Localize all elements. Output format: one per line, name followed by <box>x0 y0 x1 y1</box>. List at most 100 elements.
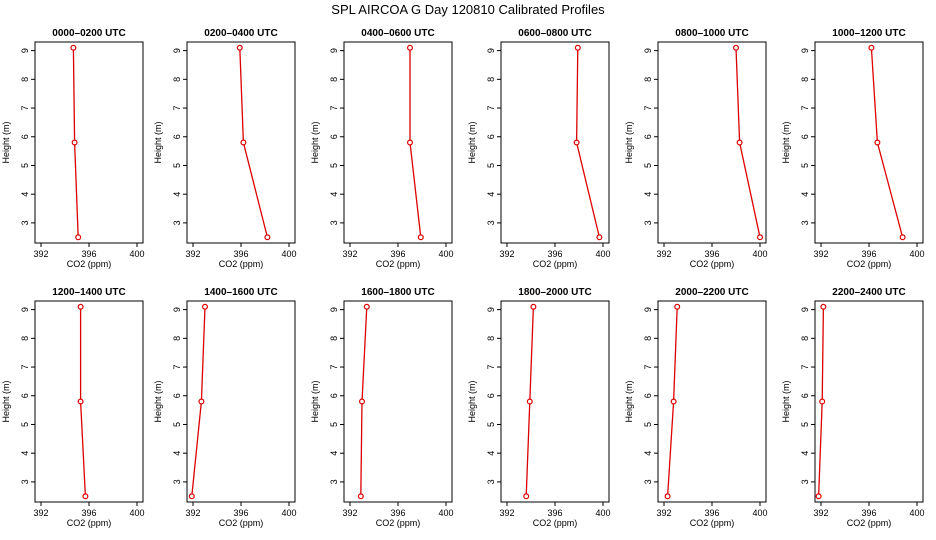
y-tick-label: 8 <box>800 336 810 341</box>
panel-title: 0200–0400 UTC <box>204 28 277 39</box>
x-tick-label: 392 <box>656 249 671 259</box>
x-tick-label: 396 <box>547 249 562 259</box>
data-point <box>573 139 580 146</box>
y-tick-label: 8 <box>643 336 653 341</box>
y-tick-label: 9 <box>172 307 182 312</box>
x-tick-label: 396 <box>704 508 719 518</box>
y-tick-label: 6 <box>329 134 339 139</box>
panel-title: 1800–2000 UTC <box>518 287 591 298</box>
data-point <box>77 398 84 405</box>
data-point <box>732 44 739 51</box>
y-tick-label: 4 <box>20 451 30 456</box>
x-tick-label: 396 <box>233 508 248 518</box>
y-axis-label: Height (m) <box>310 380 320 422</box>
y-tick-label: 5 <box>172 163 182 168</box>
figure-title: SPL AIRCOA G Day 120810 Calibrated Profi… <box>331 2 605 17</box>
data-point <box>71 139 78 146</box>
y-tick-label: 6 <box>20 393 30 398</box>
y-tick-label: 4 <box>329 451 339 456</box>
y-tick-label: 4 <box>486 192 496 197</box>
y-tick-label: 4 <box>486 451 496 456</box>
y-tick-label: 5 <box>20 422 30 427</box>
x-axis-label: CO2 (ppm) <box>690 259 735 269</box>
y-tick-label: 7 <box>329 365 339 370</box>
data-point <box>526 398 533 405</box>
data-point <box>77 303 84 310</box>
x-tick-label: 392 <box>813 508 828 518</box>
profile-panel: 1000–1200 UTC 392 396 400 3 4 5 6 7 8 9 CO2 (ppm) He… <box>781 28 925 269</box>
y-tick-label: 9 <box>486 307 496 312</box>
y-tick-label: 4 <box>20 192 30 197</box>
y-tick-label: 5 <box>172 422 182 427</box>
y-tick-label: 4 <box>643 192 653 197</box>
y-tick-label: 6 <box>172 134 182 139</box>
x-tick-label: 392 <box>185 249 200 259</box>
x-tick-label: 396 <box>704 249 719 259</box>
y-tick-label: 5 <box>800 163 810 168</box>
plot-frame <box>34 41 144 244</box>
y-tick-label: 8 <box>20 77 30 82</box>
x-axis-label: CO2 (ppm) <box>690 518 735 528</box>
y-tick-label: 8 <box>329 77 339 82</box>
y-tick-label: 5 <box>329 422 339 427</box>
y-tick-label: 6 <box>486 393 496 398</box>
x-tick-label: 392 <box>33 249 48 259</box>
profile-line <box>575 47 601 238</box>
profile-panel: 0000–0200 UTC 392 396 400 3 4 5 6 7 8 9 CO2 (ppm) He… <box>1 28 145 269</box>
x-tick-label: 400 <box>909 249 924 259</box>
x-tick-label: 392 <box>813 249 828 259</box>
data-point <box>363 303 370 310</box>
y-tick-label: 4 <box>643 451 653 456</box>
y-axis-label: Height (m) <box>467 121 477 163</box>
y-tick-label: 7 <box>486 106 496 111</box>
data-point <box>188 493 195 500</box>
profile-panel: 0800–1000 UTC 392 396 400 3 4 5 6 7 8 9 CO2 (ppm) He… <box>624 28 768 269</box>
x-tick-label: 396 <box>861 249 876 259</box>
plot-frame <box>814 300 924 503</box>
y-tick-label: 7 <box>800 365 810 370</box>
x-tick-label: 400 <box>909 508 924 518</box>
x-axis-label: CO2 (ppm) <box>847 259 892 269</box>
y-tick-label: 5 <box>800 422 810 427</box>
x-tick-label: 396 <box>233 249 248 259</box>
x-axis-label: CO2 (ppm) <box>376 518 421 528</box>
data-point <box>82 493 89 500</box>
y-tick-label: 8 <box>172 77 182 82</box>
y-tick-label: 9 <box>20 307 30 312</box>
data-point <box>574 44 581 51</box>
profile-panel: 1800–2000 UTC 392 396 400 3 4 5 6 7 8 9 CO2 (ppm) He… <box>467 287 611 528</box>
y-tick-label: 7 <box>486 365 496 370</box>
data-point <box>417 234 424 241</box>
y-tick-label: 3 <box>486 220 496 225</box>
x-axis-label: CO2 (ppm) <box>67 259 112 269</box>
y-tick-label: 3 <box>643 220 653 225</box>
x-tick-label: 400 <box>438 249 453 259</box>
y-tick-label: 9 <box>329 307 339 312</box>
y-tick-label: 5 <box>20 163 30 168</box>
x-tick-label: 400 <box>752 249 767 259</box>
plot-frame <box>814 41 924 244</box>
data-point <box>198 398 205 405</box>
profile-panel: 0600–0800 UTC 392 396 400 3 4 5 6 7 8 9 CO2 (ppm) He… <box>467 28 611 269</box>
y-tick-label: 3 <box>800 479 810 484</box>
x-tick-label: 400 <box>438 508 453 518</box>
data-point <box>670 398 677 405</box>
y-axis-label: Height (m) <box>153 380 163 422</box>
y-tick-label: 8 <box>172 336 182 341</box>
x-tick-label: 400 <box>281 249 296 259</box>
y-tick-label: 4 <box>172 451 182 456</box>
data-point <box>359 398 366 405</box>
y-tick-label: 8 <box>20 336 30 341</box>
y-tick-label: 4 <box>800 451 810 456</box>
x-tick-label: 392 <box>342 249 357 259</box>
y-axis-label: Height (m) <box>467 380 477 422</box>
y-tick-label: 3 <box>172 479 182 484</box>
x-axis-label: CO2 (ppm) <box>219 259 264 269</box>
profile-panel: 1200–1400 UTC 392 396 400 3 4 5 6 7 8 9 CO2 (ppm) He… <box>1 287 145 528</box>
y-tick-label: 6 <box>800 393 810 398</box>
y-tick-label: 7 <box>643 106 653 111</box>
y-tick-label: 4 <box>172 192 182 197</box>
y-tick-label: 7 <box>20 365 30 370</box>
y-tick-label: 3 <box>486 479 496 484</box>
data-point <box>407 139 414 146</box>
